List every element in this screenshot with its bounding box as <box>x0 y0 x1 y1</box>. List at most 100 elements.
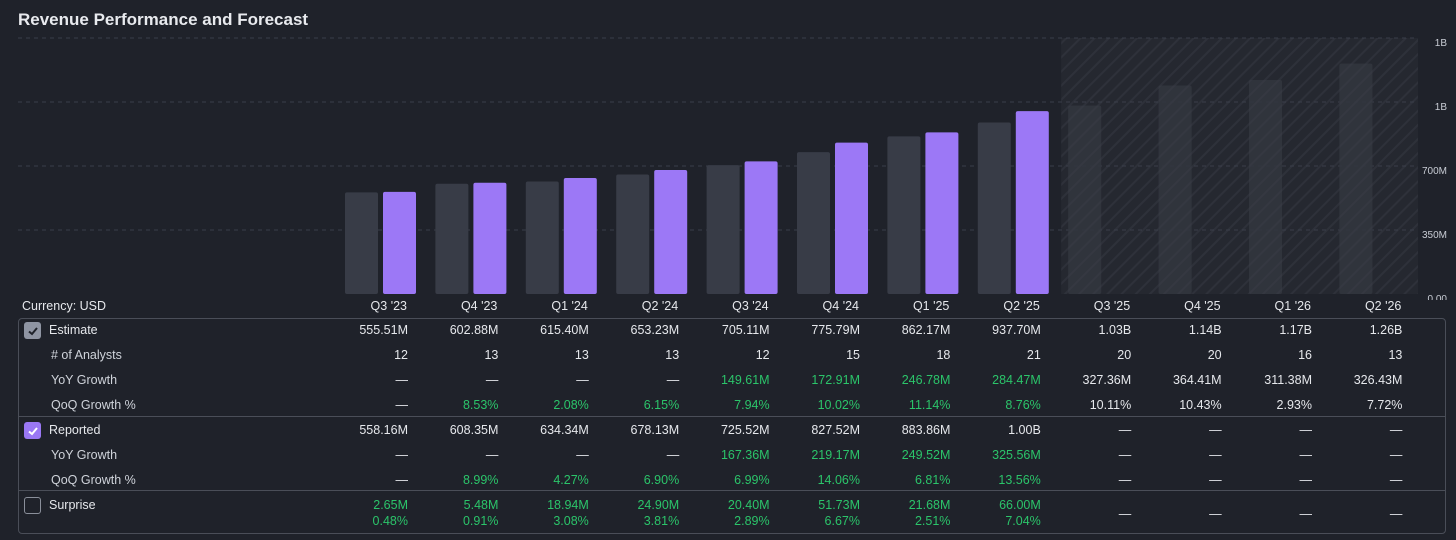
estimate-bar[interactable] <box>797 152 830 294</box>
surprise-percent: 2.89% <box>734 514 770 528</box>
period-header: Q2 '26 <box>1364 299 1402 313</box>
analysts-count: 13 <box>574 348 589 362</box>
forecast-hatch-overlay <box>1068 105 1102 295</box>
period-header: Q2 '24 <box>641 299 679 313</box>
estimate-qoq-value: 8.53% <box>462 398 499 412</box>
reported-bar[interactable] <box>563 178 597 294</box>
reported-bar[interactable] <box>654 169 688 294</box>
estimate-qoq-value: 8.76% <box>1005 398 1041 412</box>
reported-value: — <box>1209 423 1222 437</box>
surprise-percent: 2.51% <box>914 514 951 528</box>
surprise-amount: 51.73M <box>818 498 860 512</box>
estimate-value: 705.11M <box>721 323 770 337</box>
y-tick-label: 0.00 <box>1428 294 1448 300</box>
reported-value: 725.52M <box>720 423 770 437</box>
period-header: Q4 '23 <box>460 299 498 313</box>
estimate-yoy-value: 172.91M <box>811 373 860 387</box>
reported-qoq-label: QoQ Growth % <box>51 473 136 487</box>
period-header: Q1 '24 <box>551 299 588 313</box>
estimate-bar[interactable] <box>435 183 469 294</box>
reported-yoy-value: — <box>485 448 499 462</box>
estimate-yoy-value: 326.43M <box>1353 373 1403 387</box>
y-tick-label: 1B <box>1435 38 1448 49</box>
analysts-label: # of Analysts <box>51 348 122 362</box>
y-tick-label: 700M <box>1422 166 1447 177</box>
reported-checkbox[interactable] <box>24 422 41 439</box>
estimate-value: 775.79M <box>811 323 860 337</box>
estimate-qoq-value: 10.02% <box>817 398 860 412</box>
reported-bar[interactable] <box>473 182 507 294</box>
estimate-qoq-value: 2.08% <box>553 398 589 412</box>
estimate-yoy-value: 311.38M <box>1264 373 1312 387</box>
estimate-bar[interactable] <box>887 136 921 294</box>
reported-qoq-value: — <box>395 473 409 487</box>
reported-yoy-value: — <box>1118 448 1132 462</box>
estimate-qoq-label: QoQ Growth % <box>51 398 136 412</box>
reported-bar[interactable] <box>744 161 778 294</box>
reported-yoy-value: — <box>1299 448 1313 462</box>
reported-bar[interactable] <box>383 191 416 294</box>
estimate-value: 1.17B <box>1279 323 1312 337</box>
estimate-label: Estimate <box>49 323 98 337</box>
reported-qoq-value: 8.99% <box>462 473 499 487</box>
period-header: Q4 '24 <box>822 299 859 313</box>
reported-qoq-value: — <box>1299 473 1313 487</box>
surprise-amount: 2.65M <box>373 498 408 512</box>
estimate-checkbox[interactable] <box>24 322 41 339</box>
estimate-bar[interactable] <box>345 192 378 294</box>
estimate-qoq-value: 10.43% <box>1179 398 1222 412</box>
analysts-count: 15 <box>846 348 860 362</box>
forecast-hatch-overlay <box>1158 85 1192 295</box>
estimate-yoy-label: YoY Growth <box>51 373 118 387</box>
surprise-percent: — <box>1209 507 1222 521</box>
surprise-amount: 21.68M <box>908 498 951 512</box>
estimate-yoy-value: 327.36M <box>1082 373 1132 387</box>
surprise-amount: 18.94M <box>547 498 589 512</box>
estimate-yoy-value: — <box>485 373 499 387</box>
currency-label: Currency: USD <box>22 299 107 313</box>
surprise-checkbox[interactable] <box>24 497 41 514</box>
estimate-yoy-value: — <box>666 373 680 387</box>
analysts-count: 12 <box>394 348 408 362</box>
reported-bar[interactable] <box>835 142 868 294</box>
estimate-bar[interactable] <box>616 174 650 294</box>
surprise-percent: 3.81% <box>643 514 680 528</box>
row-divider <box>19 416 1445 417</box>
reported-yoy-value: 249.52M <box>901 448 951 462</box>
reported-yoy-value: — <box>666 448 680 462</box>
reported-yoy-value: 219.17M <box>811 448 860 462</box>
reported-qoq-value: 6.99% <box>734 473 770 487</box>
estimate-bar[interactable] <box>706 165 740 294</box>
estimate-qoq-value: 2.93% <box>1276 398 1312 412</box>
estimate-value: 615.40M <box>540 323 589 337</box>
revenue-bar-chart: 0.00 350M 700M 1B 1B <box>18 37 1448 300</box>
period-header: Q1 '26 <box>1274 299 1311 313</box>
check-icon <box>27 426 38 435</box>
period-header: Q3 '23 <box>370 299 407 313</box>
reported-yoy-value: — <box>395 448 409 462</box>
check-icon <box>27 326 38 335</box>
surprise-amount: 24.90M <box>637 498 680 512</box>
estimate-bar[interactable] <box>977 122 1011 295</box>
surprise-percent: — <box>1299 507 1313 521</box>
reported-bar[interactable] <box>1015 111 1049 295</box>
estimate-bar[interactable] <box>525 181 559 294</box>
row-divider <box>19 490 1445 491</box>
analysts-count: 20 <box>1117 348 1132 362</box>
reported-value: 678.13M <box>630 423 680 437</box>
reported-qoq-value: 4.27% <box>553 473 589 487</box>
estimate-value: 1.26B <box>1369 323 1403 337</box>
estimate-yoy-value: 364.41M <box>1172 373 1222 387</box>
reported-value: 827.52M <box>811 423 860 437</box>
estimate-value: 1.14B <box>1188 323 1222 337</box>
reported-value: 1.00B <box>1008 423 1041 437</box>
period-header: Q3 '25 <box>1093 299 1131 313</box>
reported-bar[interactable] <box>925 132 959 294</box>
reported-qoq-value: — <box>1209 473 1222 487</box>
surprise-percent: 3.08% <box>553 514 589 528</box>
estimate-qoq-value: — <box>395 398 409 412</box>
reported-value: 883.86M <box>901 423 951 437</box>
reported-value: — <box>1118 423 1132 437</box>
reported-qoq-value: 14.06% <box>817 473 860 487</box>
surprise-percent: 0.48% <box>372 514 408 528</box>
